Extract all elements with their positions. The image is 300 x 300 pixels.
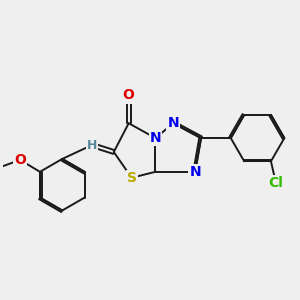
Text: H: H [87,139,97,152]
Text: S: S [127,171,137,185]
Text: N: N [150,131,161,145]
Text: N: N [167,116,179,130]
Text: O: O [123,88,135,103]
Text: Cl: Cl [268,176,283,190]
Text: O: O [14,153,26,167]
Text: N: N [189,165,201,179]
